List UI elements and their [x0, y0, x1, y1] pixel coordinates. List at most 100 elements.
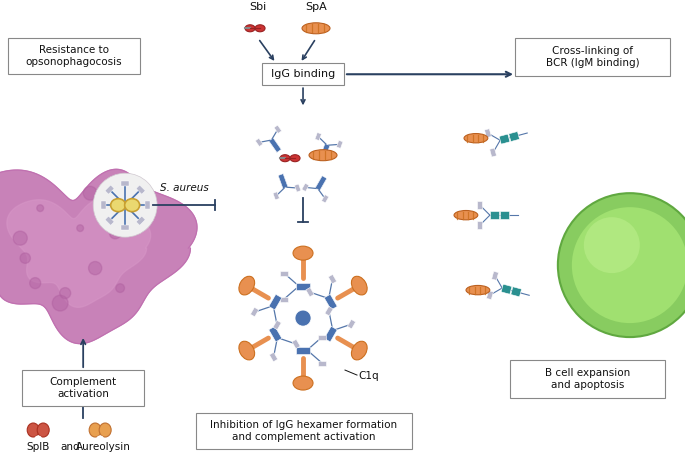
- Text: Cross-linking of
BCR (IgM binding): Cross-linking of BCR (IgM binding): [545, 47, 639, 68]
- Bar: [273, 320, 282, 330]
- Bar: [515, 38, 670, 76]
- Circle shape: [110, 227, 121, 239]
- Circle shape: [20, 253, 30, 263]
- Bar: [323, 144, 330, 152]
- Ellipse shape: [280, 155, 290, 162]
- Bar: [324, 294, 337, 310]
- Ellipse shape: [309, 150, 337, 161]
- Bar: [269, 138, 282, 153]
- Ellipse shape: [293, 376, 313, 390]
- Ellipse shape: [351, 341, 367, 360]
- Bar: [477, 201, 482, 209]
- Bar: [273, 144, 281, 152]
- Bar: [510, 360, 664, 398]
- Bar: [269, 138, 277, 147]
- Bar: [295, 184, 301, 192]
- Bar: [486, 290, 493, 300]
- Ellipse shape: [351, 276, 367, 295]
- Ellipse shape: [290, 155, 300, 162]
- Circle shape: [77, 225, 84, 231]
- Bar: [292, 339, 300, 349]
- Circle shape: [558, 193, 685, 337]
- Ellipse shape: [302, 23, 330, 34]
- Ellipse shape: [454, 211, 478, 220]
- Bar: [336, 140, 343, 148]
- Circle shape: [84, 186, 97, 200]
- Ellipse shape: [99, 423, 111, 437]
- Text: IgG binding: IgG binding: [271, 69, 335, 79]
- Bar: [328, 274, 336, 284]
- Bar: [251, 307, 259, 317]
- Bar: [301, 183, 309, 191]
- Bar: [196, 413, 412, 449]
- Bar: [324, 326, 337, 342]
- Polygon shape: [0, 169, 197, 343]
- Circle shape: [13, 231, 27, 245]
- Ellipse shape: [239, 341, 255, 360]
- Ellipse shape: [125, 199, 140, 212]
- Bar: [484, 129, 491, 138]
- Bar: [273, 144, 281, 152]
- Bar: [296, 283, 310, 290]
- Bar: [315, 176, 327, 190]
- Circle shape: [116, 284, 125, 292]
- Bar: [511, 287, 521, 297]
- Circle shape: [584, 217, 640, 273]
- Bar: [269, 326, 282, 342]
- Bar: [145, 201, 149, 209]
- Bar: [315, 182, 323, 190]
- Ellipse shape: [97, 436, 103, 441]
- Bar: [315, 182, 323, 190]
- Bar: [321, 195, 329, 203]
- Bar: [319, 176, 327, 184]
- Ellipse shape: [111, 199, 125, 212]
- Bar: [278, 174, 286, 182]
- Bar: [269, 138, 277, 147]
- Bar: [477, 221, 482, 229]
- Circle shape: [37, 205, 44, 212]
- Ellipse shape: [464, 134, 488, 143]
- Circle shape: [52, 295, 68, 311]
- Bar: [281, 181, 288, 189]
- Bar: [306, 288, 314, 297]
- Bar: [121, 181, 129, 186]
- Bar: [278, 174, 286, 182]
- Circle shape: [572, 207, 685, 323]
- Ellipse shape: [37, 423, 49, 437]
- Bar: [315, 132, 321, 141]
- Ellipse shape: [239, 276, 255, 295]
- Bar: [121, 225, 129, 230]
- Text: C1q: C1q: [358, 371, 379, 381]
- Circle shape: [60, 288, 71, 299]
- Bar: [318, 361, 326, 366]
- Bar: [320, 144, 330, 159]
- Bar: [136, 185, 145, 194]
- Ellipse shape: [27, 423, 39, 437]
- Circle shape: [88, 261, 102, 275]
- Bar: [320, 150, 327, 159]
- Bar: [490, 211, 499, 219]
- Bar: [323, 144, 330, 152]
- Ellipse shape: [245, 25, 255, 32]
- Bar: [320, 150, 327, 159]
- Ellipse shape: [466, 285, 490, 295]
- Circle shape: [29, 278, 40, 289]
- Bar: [101, 201, 105, 209]
- Bar: [347, 319, 356, 329]
- Bar: [269, 352, 277, 362]
- Ellipse shape: [35, 436, 42, 441]
- Bar: [8, 38, 140, 74]
- Bar: [501, 284, 512, 294]
- Text: SpA: SpA: [305, 2, 327, 12]
- Bar: [319, 176, 327, 184]
- Ellipse shape: [255, 25, 265, 32]
- Bar: [278, 174, 288, 189]
- Text: B cell expansion
and apoptosis: B cell expansion and apoptosis: [545, 368, 630, 390]
- Bar: [499, 134, 510, 144]
- Bar: [280, 296, 288, 301]
- Circle shape: [295, 310, 311, 326]
- Bar: [318, 335, 326, 340]
- Bar: [492, 271, 499, 280]
- Bar: [105, 216, 114, 225]
- Bar: [280, 271, 288, 276]
